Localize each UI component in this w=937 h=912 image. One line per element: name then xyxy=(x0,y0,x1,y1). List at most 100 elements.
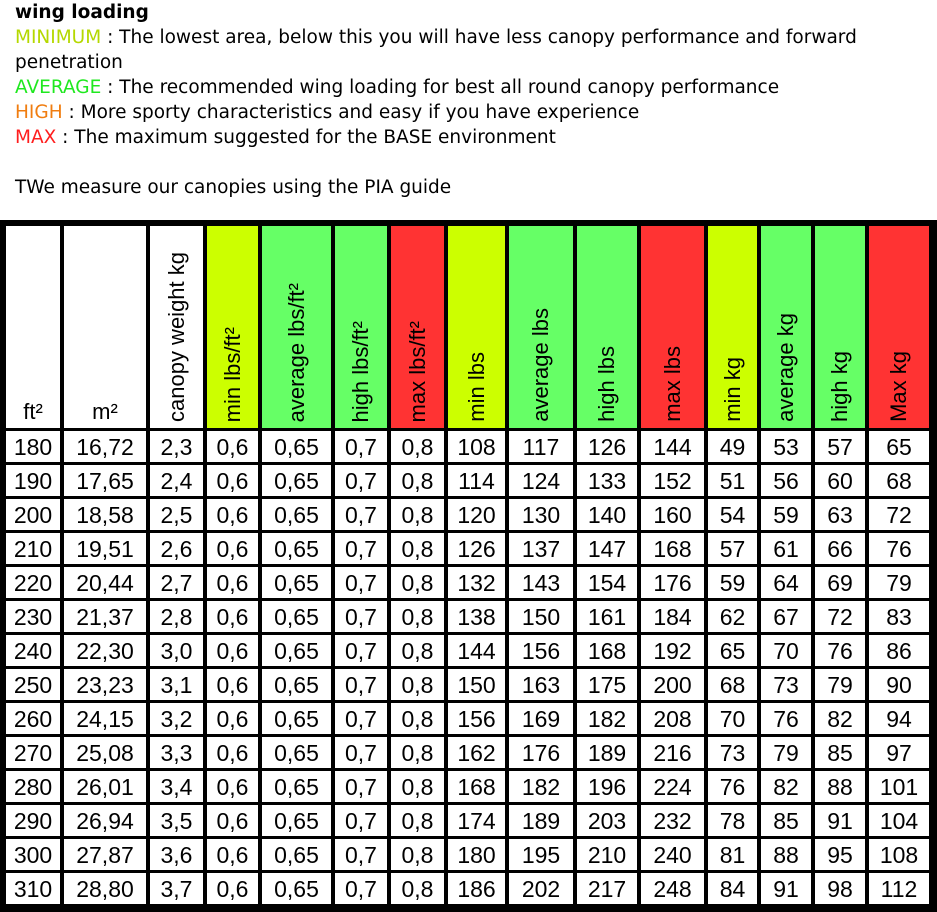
table-cell: 0,6 xyxy=(207,669,258,700)
table-cell: 91 xyxy=(761,873,811,904)
table-cell: 0,8 xyxy=(391,839,444,870)
table-cell: 95 xyxy=(815,839,865,870)
table-cell: 180 xyxy=(6,431,60,462)
table-cell: 0,6 xyxy=(207,771,258,802)
table-cell: 210 xyxy=(6,533,60,564)
legend-desc-high: : More sporty characteristics and easy i… xyxy=(62,102,640,123)
table-cell: 0,7 xyxy=(335,771,387,802)
table-cell: 248 xyxy=(641,873,704,904)
table-cell: 240 xyxy=(6,635,60,666)
table-cell: 18,58 xyxy=(64,499,146,530)
table-cell: 108 xyxy=(448,431,505,462)
table-cell: 0,8 xyxy=(391,805,444,836)
table-cell: 0,7 xyxy=(335,839,387,870)
table-row: 200 18,58 2,5 0,6 0,65 0,7 0,8 120 130 140 160 54 59… xyxy=(6,499,929,530)
table-cell: 230 xyxy=(6,601,60,632)
table-cell: 280 xyxy=(6,771,60,802)
table-cell: 160 xyxy=(641,499,704,530)
table-cell: 117 xyxy=(509,431,573,462)
table-cell: 0,65 xyxy=(262,431,331,462)
table-row: 240 22,30 3,0 0,6 0,65 0,7 0,8 144 156 168 192 65 70… xyxy=(6,635,929,666)
table-cell: 79 xyxy=(869,567,929,598)
table-cell: 0,65 xyxy=(262,873,331,904)
table-cell: 97 xyxy=(869,737,929,768)
table-cell: 184 xyxy=(641,601,704,632)
table-cell: 0,65 xyxy=(262,669,331,700)
table-cell: 260 xyxy=(6,703,60,734)
table-cell: 176 xyxy=(509,737,573,768)
table-cell: 169 xyxy=(509,703,573,734)
table-cell: 83 xyxy=(869,601,929,632)
table-cell: 0,7 xyxy=(335,635,387,666)
column-header-label: min lbs xyxy=(463,352,489,422)
legend-desc-minimum: : The lowest area, below this you will h… xyxy=(15,27,857,73)
table-cell: 90 xyxy=(869,669,929,700)
table-cell: 70 xyxy=(708,703,757,734)
table-cell: 3,3 xyxy=(150,737,203,768)
legend-label-high: HIGH xyxy=(15,102,63,123)
table-cell: 126 xyxy=(448,533,505,564)
legend-line-high: HIGH : More sporty characteristics and e… xyxy=(15,100,930,125)
table-cell: 224 xyxy=(641,771,704,802)
table-cell: 0,65 xyxy=(262,533,331,564)
column-header: canopy weight kg xyxy=(150,226,203,428)
table-cell: 0,8 xyxy=(391,771,444,802)
column-header: Max kg xyxy=(869,226,929,428)
table-cell: 0,7 xyxy=(335,601,387,632)
table-cell: 98 xyxy=(815,873,865,904)
column-header: high lbs/ft² xyxy=(335,226,387,428)
table-row: 220 20,44 2,7 0,6 0,65 0,7 0,8 132 143 154 176 59 64… xyxy=(6,567,929,598)
table-cell: 28,80 xyxy=(64,873,146,904)
column-header-label: min lbs/ft² xyxy=(219,326,245,422)
table-cell: 21,37 xyxy=(64,601,146,632)
column-header-label: max lbs/ft² xyxy=(404,320,430,422)
table-cell: 3,0 xyxy=(150,635,203,666)
table-cell: 88 xyxy=(761,839,811,870)
legend-desc-max: : The maximum suggested for the BASE env… xyxy=(56,127,556,148)
table-cell: 3,5 xyxy=(150,805,203,836)
table-row: 180 16,72 2,3 0,6 0,65 0,7 0,8 108 117 126 144 49 53… xyxy=(6,431,929,462)
column-header: average lbs/ft² xyxy=(262,226,331,428)
table-cell: 180 xyxy=(448,839,505,870)
table-cell: 0,8 xyxy=(391,669,444,700)
legend-line-average: AVERAGE : The recommended wing loading f… xyxy=(15,75,930,100)
table-cell: 0,6 xyxy=(207,431,258,462)
table-cell: 60 xyxy=(815,465,865,496)
table-cell: 182 xyxy=(577,703,637,734)
header-row: ft² m² canopy weight kg min lbs/ft² average … xyxy=(6,226,929,428)
table-row: 310 28,80 3,7 0,6 0,65 0,7 0,8 186 202 217 248 84 91… xyxy=(6,873,929,904)
table-cell: 176 xyxy=(641,567,704,598)
table-cell: 76 xyxy=(815,635,865,666)
table-cell: 76 xyxy=(869,533,929,564)
column-header-label: min kg xyxy=(719,357,745,422)
table-cell: 19,51 xyxy=(64,533,146,564)
table-cell: 192 xyxy=(641,635,704,666)
table-cell: 186 xyxy=(448,873,505,904)
table-cell: 0,8 xyxy=(391,533,444,564)
table-cell: 54 xyxy=(708,499,757,530)
legend-desc-average: : The recommended wing loading for best … xyxy=(101,77,780,98)
table-cell: 0,6 xyxy=(207,465,258,496)
table-cell: 69 xyxy=(815,567,865,598)
table-cell: 3,1 xyxy=(150,669,203,700)
column-header: high kg xyxy=(815,226,865,428)
table-cell: 300 xyxy=(6,839,60,870)
table-cell: 0,6 xyxy=(207,567,258,598)
table-cell: 73 xyxy=(708,737,757,768)
table-cell: 64 xyxy=(761,567,811,598)
column-header-label: high kg xyxy=(827,351,852,422)
table-cell: 210 xyxy=(577,839,637,870)
table-cell: 143 xyxy=(509,567,573,598)
table-cell: 150 xyxy=(448,669,505,700)
column-header-label: high lbs xyxy=(594,346,619,422)
table-cell: 0,7 xyxy=(335,533,387,564)
table-cell: 0,7 xyxy=(335,499,387,530)
table-cell: 0,65 xyxy=(262,465,331,496)
table-cell: 65 xyxy=(708,635,757,666)
table-cell: 189 xyxy=(577,737,637,768)
table-cell: 2,3 xyxy=(150,431,203,462)
table-cell: 68 xyxy=(869,465,929,496)
table-row: 210 19,51 2,6 0,6 0,65 0,7 0,8 126 137 147 168 57 61… xyxy=(6,533,929,564)
table-cell: 104 xyxy=(869,805,929,836)
table-cell: 0,6 xyxy=(207,839,258,870)
